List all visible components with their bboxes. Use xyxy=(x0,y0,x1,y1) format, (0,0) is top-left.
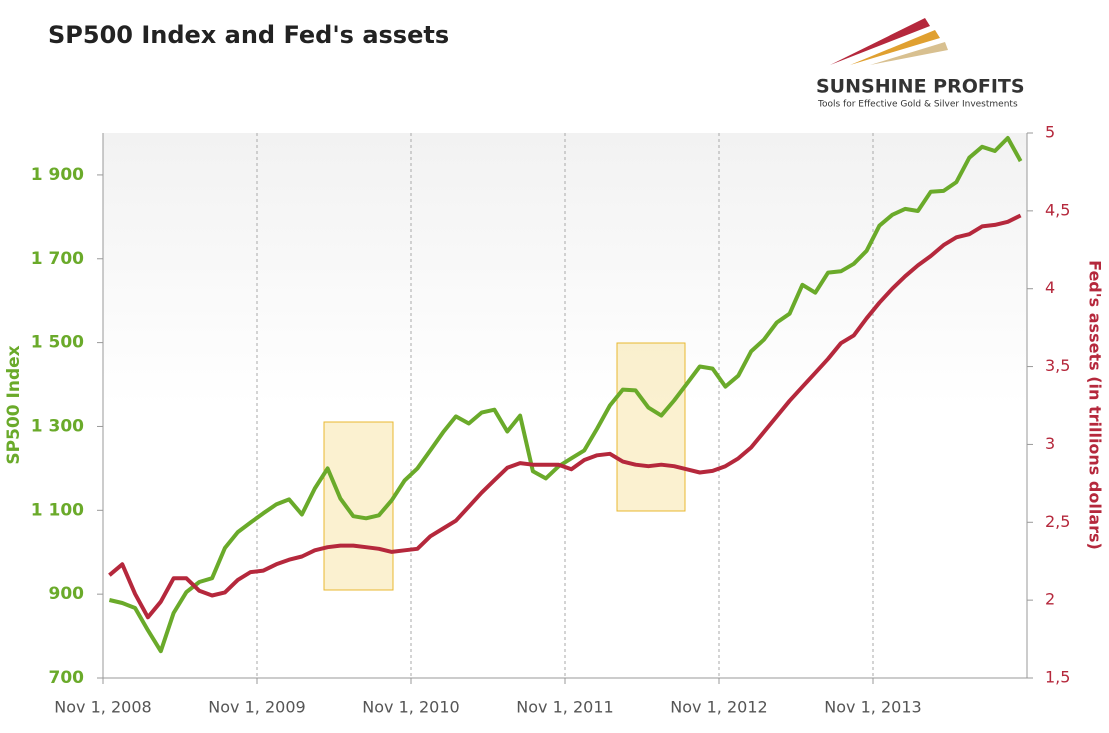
y-tick-label: 1 500 xyxy=(31,333,84,353)
y-tick-label: 1 300 xyxy=(31,416,84,436)
highlight-box xyxy=(616,342,686,512)
logo-arrow xyxy=(830,18,930,65)
y-axis-label: SP500 Index xyxy=(4,345,24,464)
chart-title: SP500 Index and Fed's assets xyxy=(48,21,449,49)
y2-tick-label: 4,5 xyxy=(1045,200,1070,219)
highlight-box xyxy=(323,421,394,591)
y2-axis-label: Fed's assets (in trillions dollars) xyxy=(1086,260,1105,550)
y-tick-label: 700 xyxy=(49,668,85,688)
y-tick-label: 1 900 xyxy=(31,165,84,185)
x-tick-label: Nov 1, 2008 xyxy=(54,698,151,717)
x-tick-label: Nov 1, 2012 xyxy=(670,698,767,717)
y2-tick-label: 1,5 xyxy=(1045,668,1070,687)
y-tick-label: 1 700 xyxy=(31,249,84,269)
y2-tick-label: 2,5 xyxy=(1045,512,1070,531)
x-tick-label: Nov 1, 2010 xyxy=(362,698,459,717)
y2-tick-label: 3 xyxy=(1045,434,1055,453)
logo-name: SUNSHINE PROFITS xyxy=(816,76,1025,98)
y-tick-label: 900 xyxy=(49,584,85,604)
x-tick-label: Nov 1, 2011 xyxy=(516,698,613,717)
x-tick-label: Nov 1, 2009 xyxy=(208,698,305,717)
line-series xyxy=(108,136,1023,654)
logo-tagline: Tools for Effective Gold & Silver Invest… xyxy=(817,100,1018,110)
line-series xyxy=(108,213,1022,620)
y2-tick-label: 2 xyxy=(1045,590,1055,609)
logo-arrow xyxy=(850,30,940,65)
y-tick-label: 1 100 xyxy=(31,500,84,520)
logo: SUNSHINE PROFITS Tools for Effective Gol… xyxy=(816,18,1025,110)
logo-arrow xyxy=(870,42,948,65)
y2-tick-label: 3,5 xyxy=(1045,356,1070,375)
x-tick-label: Nov 1, 2013 xyxy=(824,698,921,717)
y2-tick-label: 5 xyxy=(1045,123,1055,142)
y2-tick-label: 4 xyxy=(1045,278,1055,297)
